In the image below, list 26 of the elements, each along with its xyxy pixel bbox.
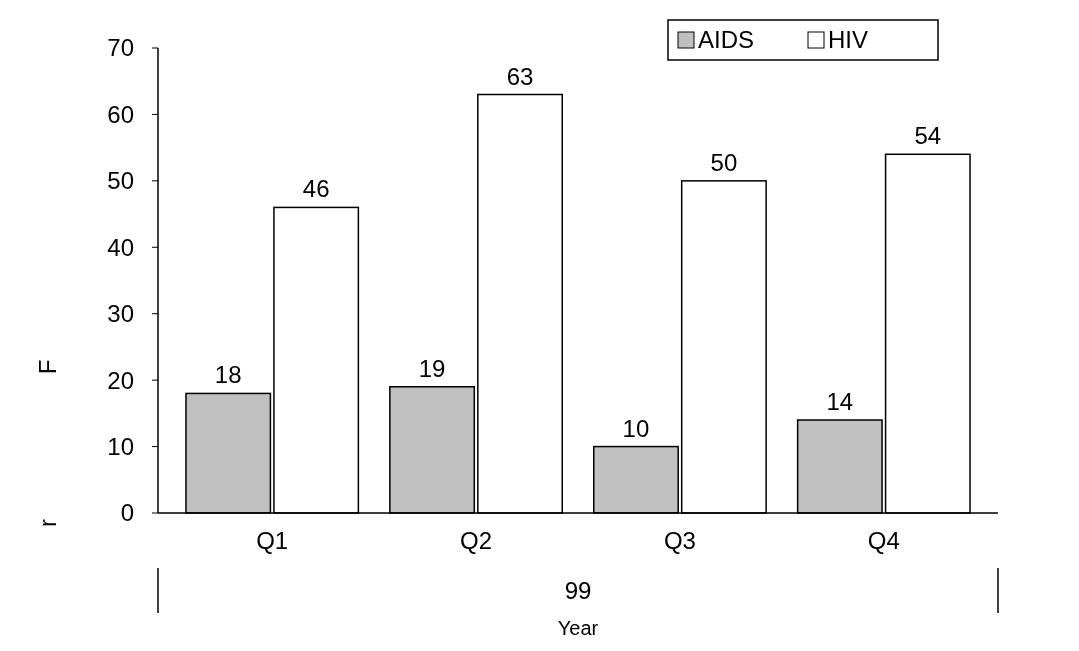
y-tick-label: 20 bbox=[107, 366, 134, 394]
x-axis-title: Year bbox=[557, 617, 599, 639]
text: 99 bbox=[564, 577, 592, 604]
legend-label: HIV bbox=[828, 26, 869, 54]
text: F bbox=[34, 359, 62, 375]
x-tick-label: Q1 bbox=[256, 527, 289, 554]
data-label: 63 bbox=[506, 62, 534, 90]
y-tick-label: 50 bbox=[107, 167, 134, 195]
y-tick-label: 10 bbox=[107, 432, 134, 460]
legend-label: AIDS bbox=[698, 26, 755, 54]
text: r bbox=[34, 519, 62, 527]
data-label: 46 bbox=[302, 175, 330, 203]
data-label: 50 bbox=[710, 148, 738, 176]
y-tick-label: 60 bbox=[107, 100, 134, 128]
x-tick-label: Q2 bbox=[460, 527, 493, 554]
data-label: 54 bbox=[914, 122, 942, 150]
x-tick-label: Q3 bbox=[663, 527, 696, 554]
x-tick-label: Q4 bbox=[867, 527, 900, 554]
y-tick-label: 0 bbox=[120, 499, 134, 527]
y-tick-label: 70 bbox=[107, 34, 134, 62]
data-label: 19 bbox=[418, 354, 446, 382]
data-label: 14 bbox=[826, 388, 854, 415]
data-label: 10 bbox=[622, 414, 650, 442]
y-tick-label: 40 bbox=[107, 233, 134, 261]
data-label: 18 bbox=[214, 361, 242, 389]
y-tick-label: 30 bbox=[107, 300, 134, 328]
